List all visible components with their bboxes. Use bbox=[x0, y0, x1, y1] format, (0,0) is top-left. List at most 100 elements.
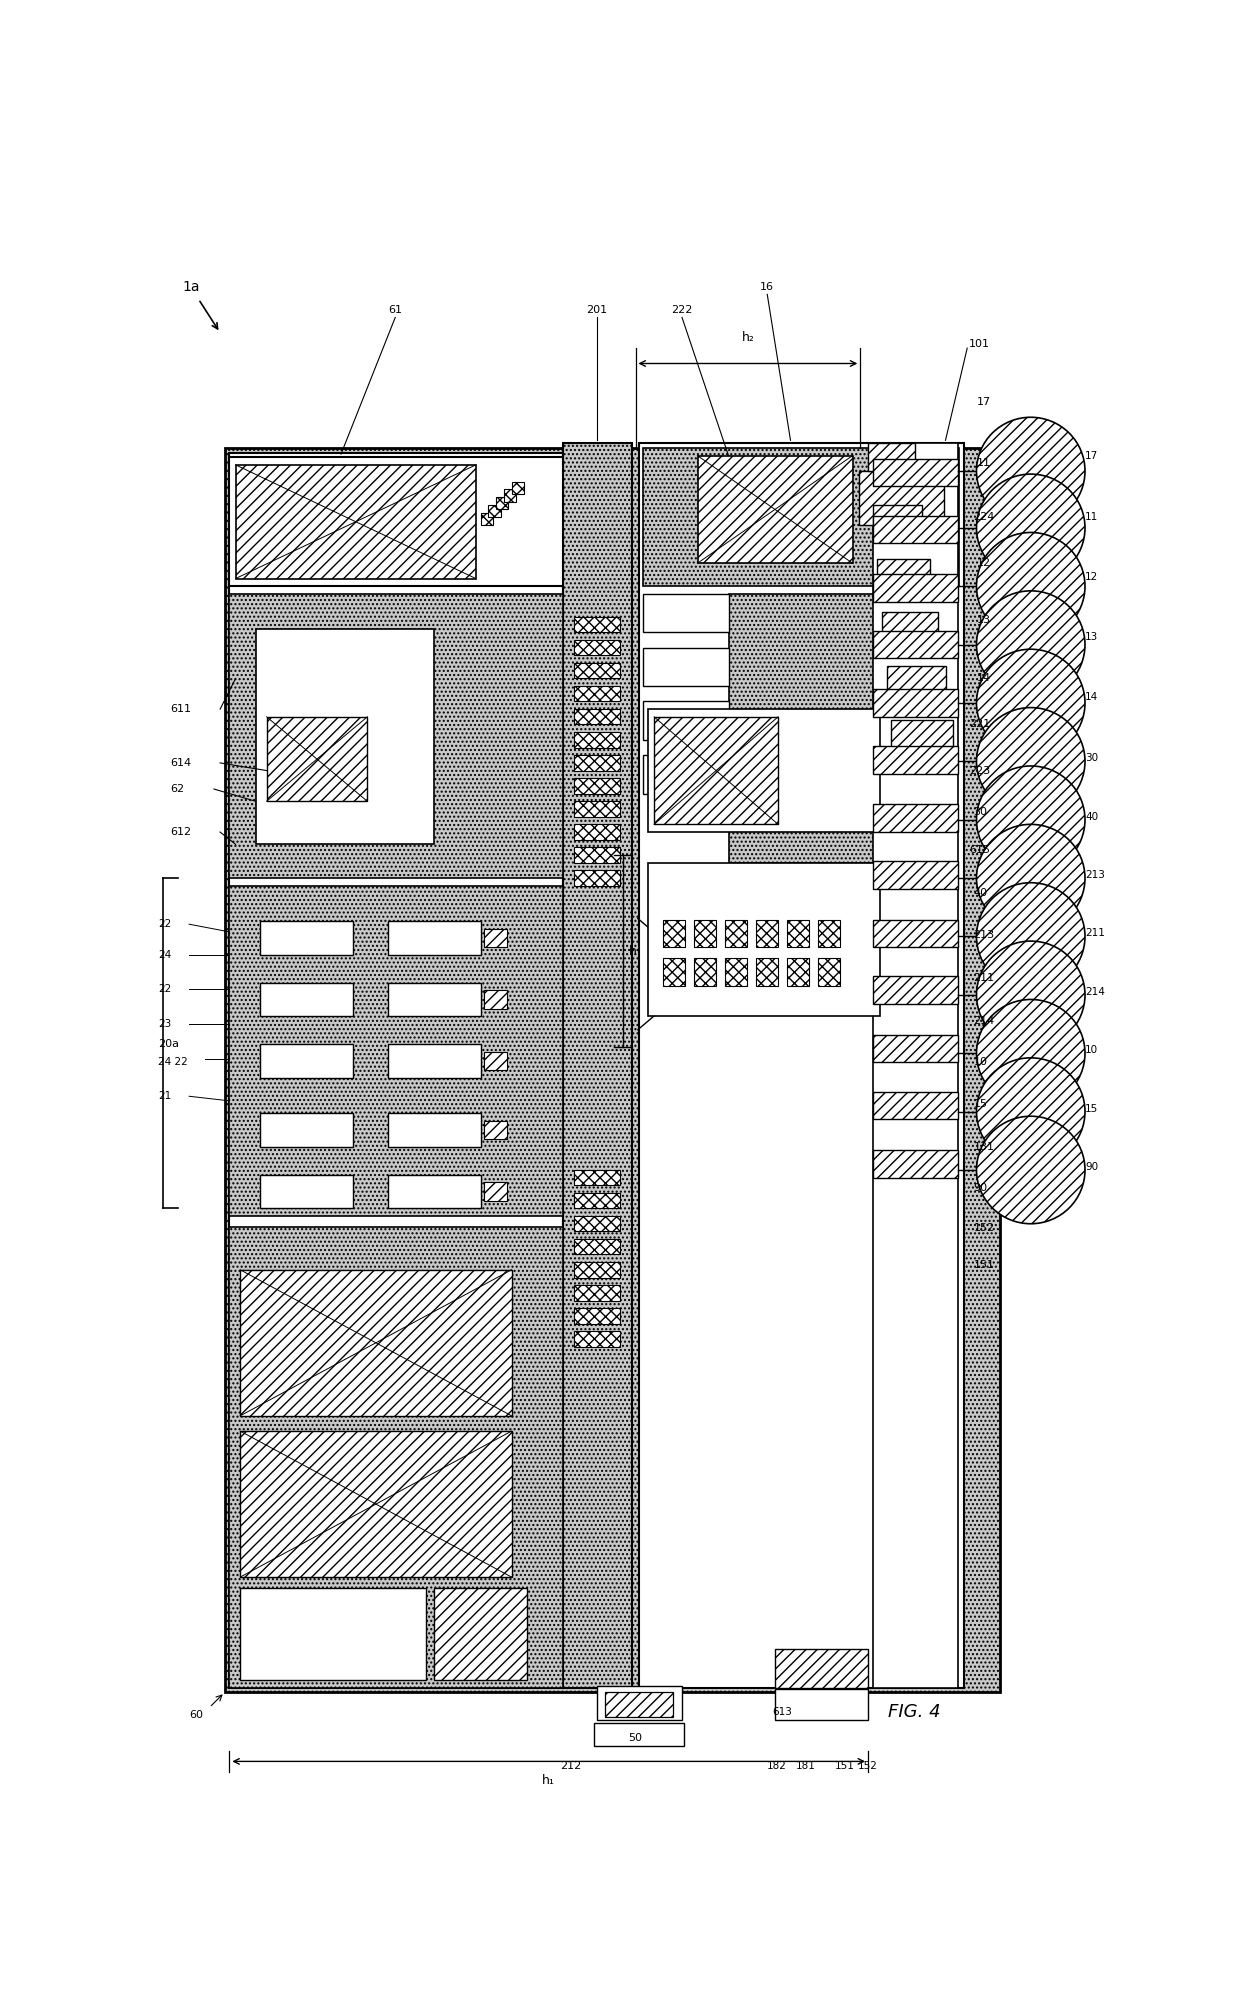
Bar bbox=[573, 1193, 620, 1209]
Text: 90: 90 bbox=[1085, 1163, 1099, 1171]
Text: 60: 60 bbox=[188, 1710, 203, 1720]
Bar bbox=[873, 459, 957, 487]
Bar bbox=[484, 1183, 507, 1201]
Bar bbox=[878, 559, 930, 585]
Bar bbox=[260, 982, 353, 1017]
Bar bbox=[873, 1035, 957, 1063]
Circle shape bbox=[977, 473, 1085, 581]
Bar bbox=[858, 471, 944, 525]
Circle shape bbox=[977, 1117, 1085, 1223]
Text: 61: 61 bbox=[388, 305, 402, 315]
Text: 211: 211 bbox=[973, 972, 994, 982]
Bar bbox=[484, 1053, 507, 1071]
Text: 30: 30 bbox=[973, 808, 987, 818]
Bar bbox=[229, 1227, 563, 1688]
Text: 12: 12 bbox=[1085, 571, 1099, 581]
Bar bbox=[873, 443, 957, 1688]
Bar bbox=[224, 447, 999, 1692]
Bar bbox=[229, 886, 563, 1217]
Text: 13: 13 bbox=[977, 616, 991, 626]
Bar bbox=[229, 453, 563, 1688]
Text: 24 22: 24 22 bbox=[159, 1057, 187, 1067]
Text: 11: 11 bbox=[1085, 511, 1099, 521]
Bar bbox=[775, 1688, 868, 1720]
Bar bbox=[260, 1175, 353, 1209]
Circle shape bbox=[977, 417, 1085, 525]
Bar bbox=[573, 870, 620, 886]
Text: h₁: h₁ bbox=[542, 1774, 556, 1786]
Circle shape bbox=[977, 1059, 1085, 1165]
Bar bbox=[663, 958, 686, 986]
Bar bbox=[484, 928, 507, 946]
Bar bbox=[563, 443, 632, 1688]
Circle shape bbox=[977, 998, 1085, 1107]
Bar bbox=[387, 920, 481, 954]
Bar bbox=[873, 920, 957, 946]
Bar bbox=[573, 1331, 620, 1347]
Bar bbox=[503, 489, 516, 501]
Text: 214: 214 bbox=[973, 1017, 994, 1027]
Circle shape bbox=[977, 766, 1085, 874]
Bar bbox=[573, 732, 620, 748]
Bar bbox=[260, 1113, 353, 1147]
Text: 50: 50 bbox=[629, 1734, 642, 1744]
Bar bbox=[511, 481, 523, 493]
Bar bbox=[387, 982, 481, 1017]
Text: 222: 222 bbox=[671, 305, 693, 315]
Bar bbox=[573, 756, 620, 770]
Text: 223: 223 bbox=[968, 766, 990, 776]
Bar bbox=[649, 862, 880, 1017]
Bar bbox=[573, 802, 620, 816]
Bar bbox=[387, 1113, 481, 1147]
Bar bbox=[573, 1263, 620, 1277]
Text: 10: 10 bbox=[1085, 1045, 1099, 1055]
Text: 15: 15 bbox=[1085, 1103, 1099, 1113]
Text: 221: 221 bbox=[968, 720, 990, 730]
Text: 131: 131 bbox=[973, 1143, 994, 1153]
Bar bbox=[267, 718, 367, 802]
Bar bbox=[387, 1175, 481, 1209]
Bar bbox=[489, 505, 501, 517]
Bar bbox=[236, 465, 476, 579]
Bar bbox=[873, 505, 923, 533]
Circle shape bbox=[977, 533, 1085, 640]
Bar bbox=[573, 1171, 620, 1185]
Bar bbox=[573, 710, 620, 724]
Text: 12: 12 bbox=[977, 557, 991, 567]
Text: 152: 152 bbox=[858, 1760, 878, 1770]
Text: 612: 612 bbox=[171, 826, 192, 836]
Text: 1a: 1a bbox=[184, 279, 201, 293]
Bar bbox=[644, 593, 729, 632]
Bar bbox=[868, 443, 915, 471]
Circle shape bbox=[977, 940, 1085, 1049]
Bar bbox=[649, 710, 880, 832]
Bar bbox=[241, 1269, 511, 1416]
Bar bbox=[756, 920, 779, 946]
Text: 213: 213 bbox=[1085, 870, 1105, 880]
Bar bbox=[873, 632, 957, 658]
Text: 13: 13 bbox=[1085, 632, 1099, 642]
Text: 14: 14 bbox=[1085, 692, 1099, 702]
Bar bbox=[818, 920, 841, 946]
Text: 16: 16 bbox=[760, 281, 774, 291]
Bar bbox=[644, 447, 960, 585]
Bar bbox=[573, 640, 620, 656]
Text: h₂: h₂ bbox=[743, 331, 755, 343]
Bar bbox=[241, 1588, 427, 1680]
Bar bbox=[892, 720, 954, 748]
Bar bbox=[573, 824, 620, 840]
Text: 101: 101 bbox=[968, 339, 990, 349]
Bar bbox=[873, 976, 957, 1005]
Text: 214: 214 bbox=[1085, 986, 1105, 996]
Bar bbox=[573, 1217, 620, 1231]
Text: 201: 201 bbox=[587, 305, 608, 315]
Text: 17: 17 bbox=[977, 397, 991, 407]
Bar bbox=[644, 648, 729, 686]
Bar bbox=[496, 497, 508, 509]
Bar bbox=[882, 612, 937, 640]
Text: 211: 211 bbox=[1085, 928, 1105, 938]
Text: 22: 22 bbox=[159, 918, 171, 928]
Bar bbox=[873, 690, 957, 718]
Bar bbox=[644, 756, 729, 794]
Text: 614: 614 bbox=[171, 758, 192, 768]
